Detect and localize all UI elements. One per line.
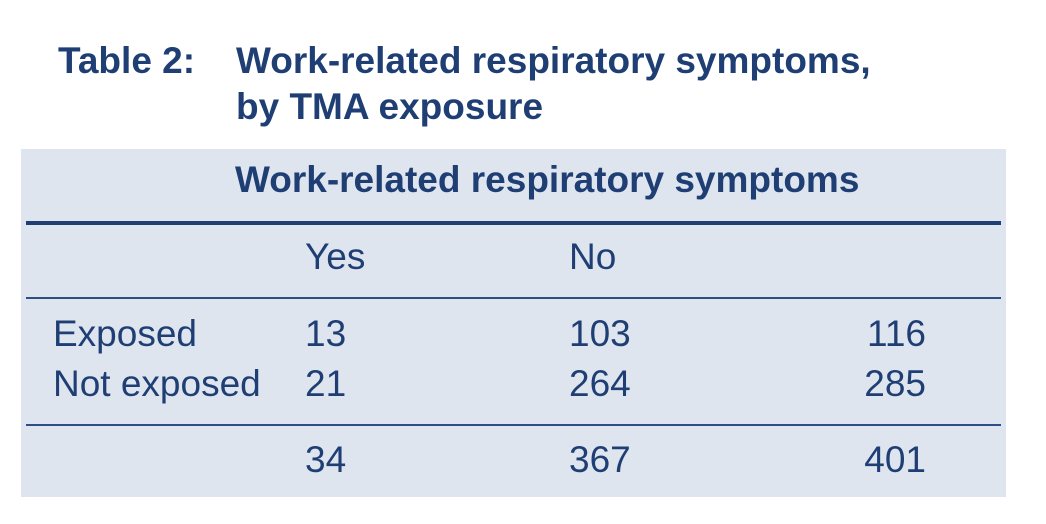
table-number: Table 2: [58,40,196,81]
row-label-not-exposed: Not exposed [53,363,261,404]
table-title: Work-related respiratory symptoms, by TM… [236,38,996,130]
cell-not-exposed-yes: 21 [305,363,347,404]
total-yes: 34 [305,439,347,480]
cell-not-exposed-total: 285 [864,363,926,404]
row-label-exposed: Exposed [53,313,197,354]
table-title-line-1: Work-related respiratory symptoms, [236,40,871,81]
cell-exposed-no: 103 [569,313,631,354]
data-table: Work-related respiratory symptoms Yes No… [21,149,1006,497]
column-header-yes: Yes [305,236,366,277]
column-group-header: Work-related respiratory symptoms [235,159,860,200]
cell-not-exposed-no: 264 [569,363,631,404]
grand-total: 401 [864,439,926,480]
cell-exposed-total: 116 [867,313,926,354]
row-divider [26,297,1001,299]
column-header-no: No [569,236,617,277]
header-divider [26,221,1001,225]
totals-divider [26,424,1001,426]
table-title-line-2: by TMA exposure [236,86,544,127]
total-no: 367 [569,439,631,480]
cell-exposed-yes: 13 [305,313,347,354]
